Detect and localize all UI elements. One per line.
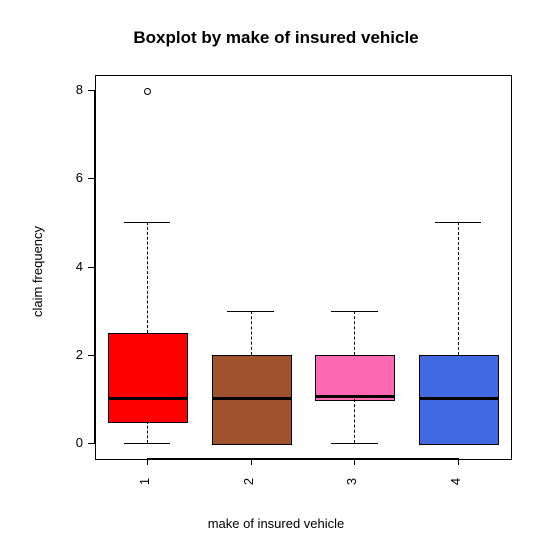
y-tick-label: 4 (57, 259, 83, 274)
chart-title: Boxplot by make of insured vehicle (0, 28, 552, 48)
y-tick-label: 2 (57, 347, 83, 362)
x-tick-label: 1 (137, 478, 152, 485)
x-tick-mark (458, 458, 459, 465)
y-tick-label: 6 (57, 170, 83, 185)
y-tick-label: 0 (57, 435, 83, 450)
y-tick-label: 8 (57, 82, 83, 97)
whisker-cap-upper (124, 222, 171, 223)
boxplot-chart: Boxplot by make of insured vehicle make o… (0, 0, 552, 552)
median-line (108, 397, 188, 400)
x-tick-label: 2 (241, 478, 256, 485)
y-axis-label: claim frequency (30, 225, 45, 316)
whisker-upper (251, 311, 252, 355)
whisker-cap-upper (435, 222, 482, 223)
whisker-cap-lower (124, 443, 171, 444)
whisker-upper (354, 311, 355, 355)
x-axis-label: make of insured vehicle (0, 516, 552, 531)
whisker-cap-upper (227, 311, 274, 312)
y-tick-mark (88, 443, 95, 444)
whisker-upper (147, 222, 148, 332)
median-line (212, 397, 292, 400)
whisker-lower (147, 421, 148, 443)
median-line (419, 397, 499, 400)
x-tick-mark (147, 458, 148, 465)
median-line (315, 395, 395, 398)
whisker-lower (354, 399, 355, 443)
whisker-cap-lower (331, 443, 378, 444)
whisker-cap-upper (331, 311, 378, 312)
x-tick-label: 3 (344, 478, 359, 485)
x-axis-spine (147, 458, 458, 459)
y-axis-spine (94, 90, 95, 442)
x-tick-label: 4 (448, 478, 463, 485)
x-tick-mark (251, 458, 252, 465)
x-tick-mark (354, 458, 355, 465)
box (108, 333, 188, 423)
whisker-upper (458, 222, 459, 354)
box (315, 355, 395, 401)
